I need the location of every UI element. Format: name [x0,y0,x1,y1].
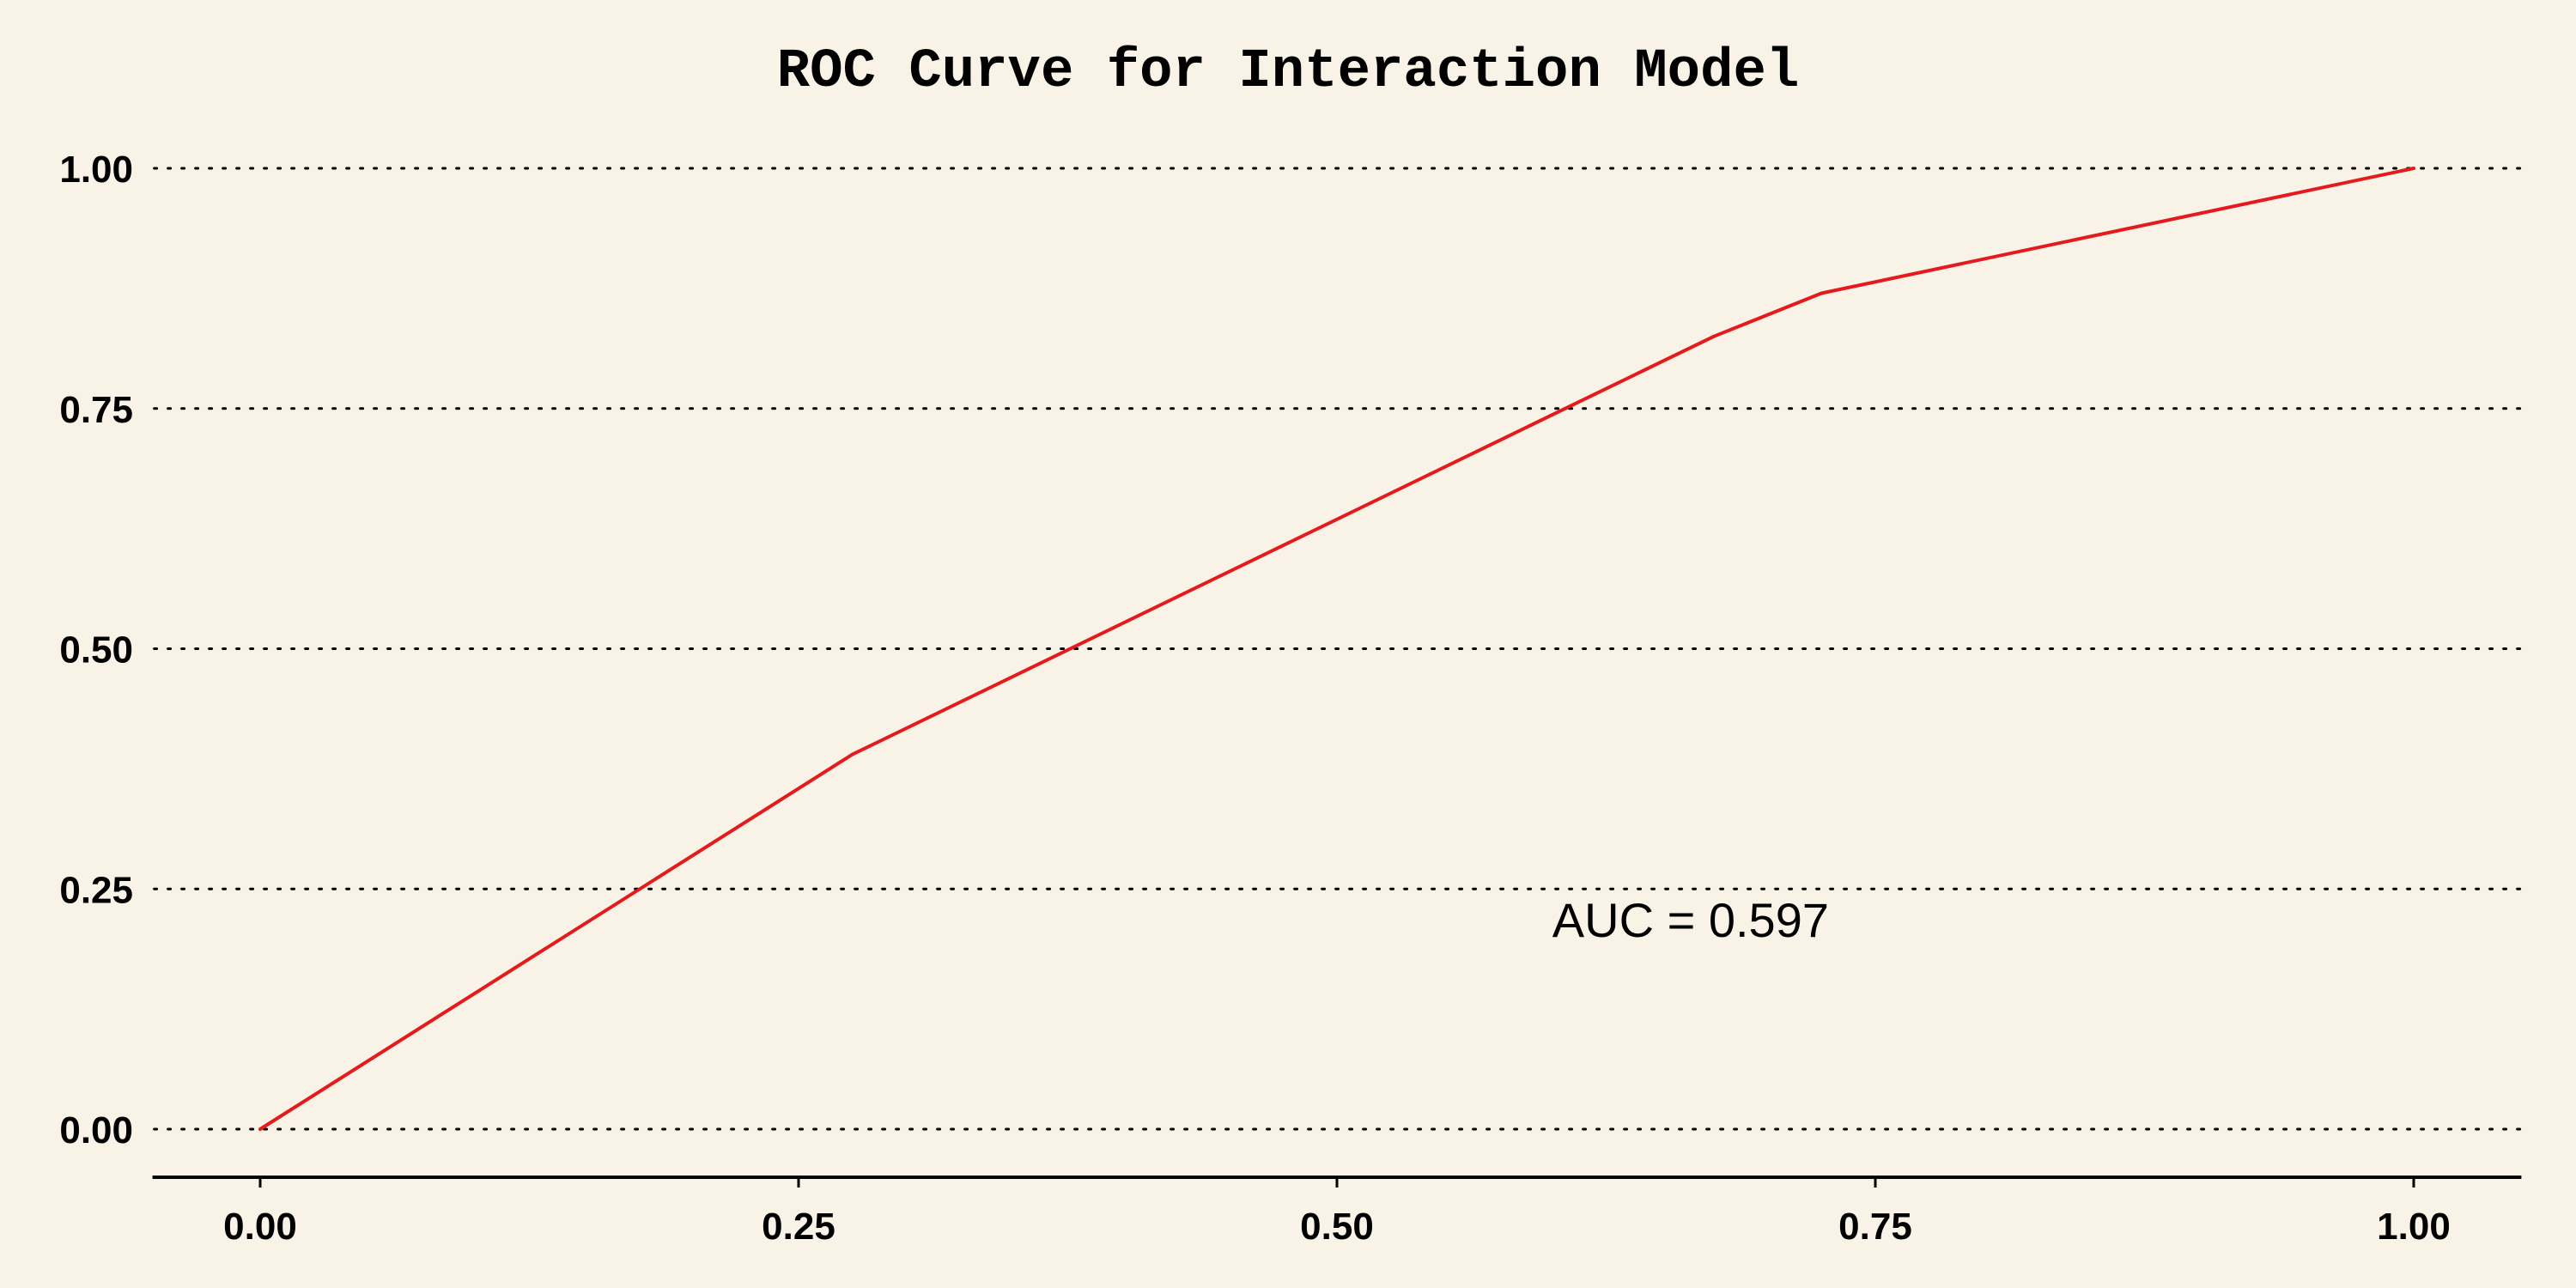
y-tick-labels: 0.00 0.25 0.50 0.75 1.00 [59,149,133,1151]
x-tick-label: 1.00 [2377,1206,2451,1248]
x-tick-label: 0.25 [762,1206,835,1248]
grid-lines [153,167,2523,1131]
roc-series [258,167,2415,1131]
roc-curve-line [258,167,2415,1131]
x-tick-label: 0.50 [1300,1206,1374,1248]
y-tick-label: 1.00 [59,149,133,191]
chart-title: ROC Curve for Interaction Model [777,41,1800,103]
x-tick-labels: 0.00 0.25 0.50 0.75 1.00 [223,1206,2451,1248]
y-tick-label: 0.00 [59,1109,133,1151]
auc-annotation: AUC = 0.597 [1552,893,1829,947]
y-tick-label: 0.25 [59,869,133,911]
y-tick-label: 0.75 [59,389,133,431]
x-axis [152,1175,2522,1188]
y-tick-label: 0.50 [59,629,133,671]
annotations: AUC = 0.597 [1552,893,1829,947]
x-tick-label: 0.75 [1838,1206,1912,1248]
x-tick-label: 0.00 [223,1206,297,1248]
